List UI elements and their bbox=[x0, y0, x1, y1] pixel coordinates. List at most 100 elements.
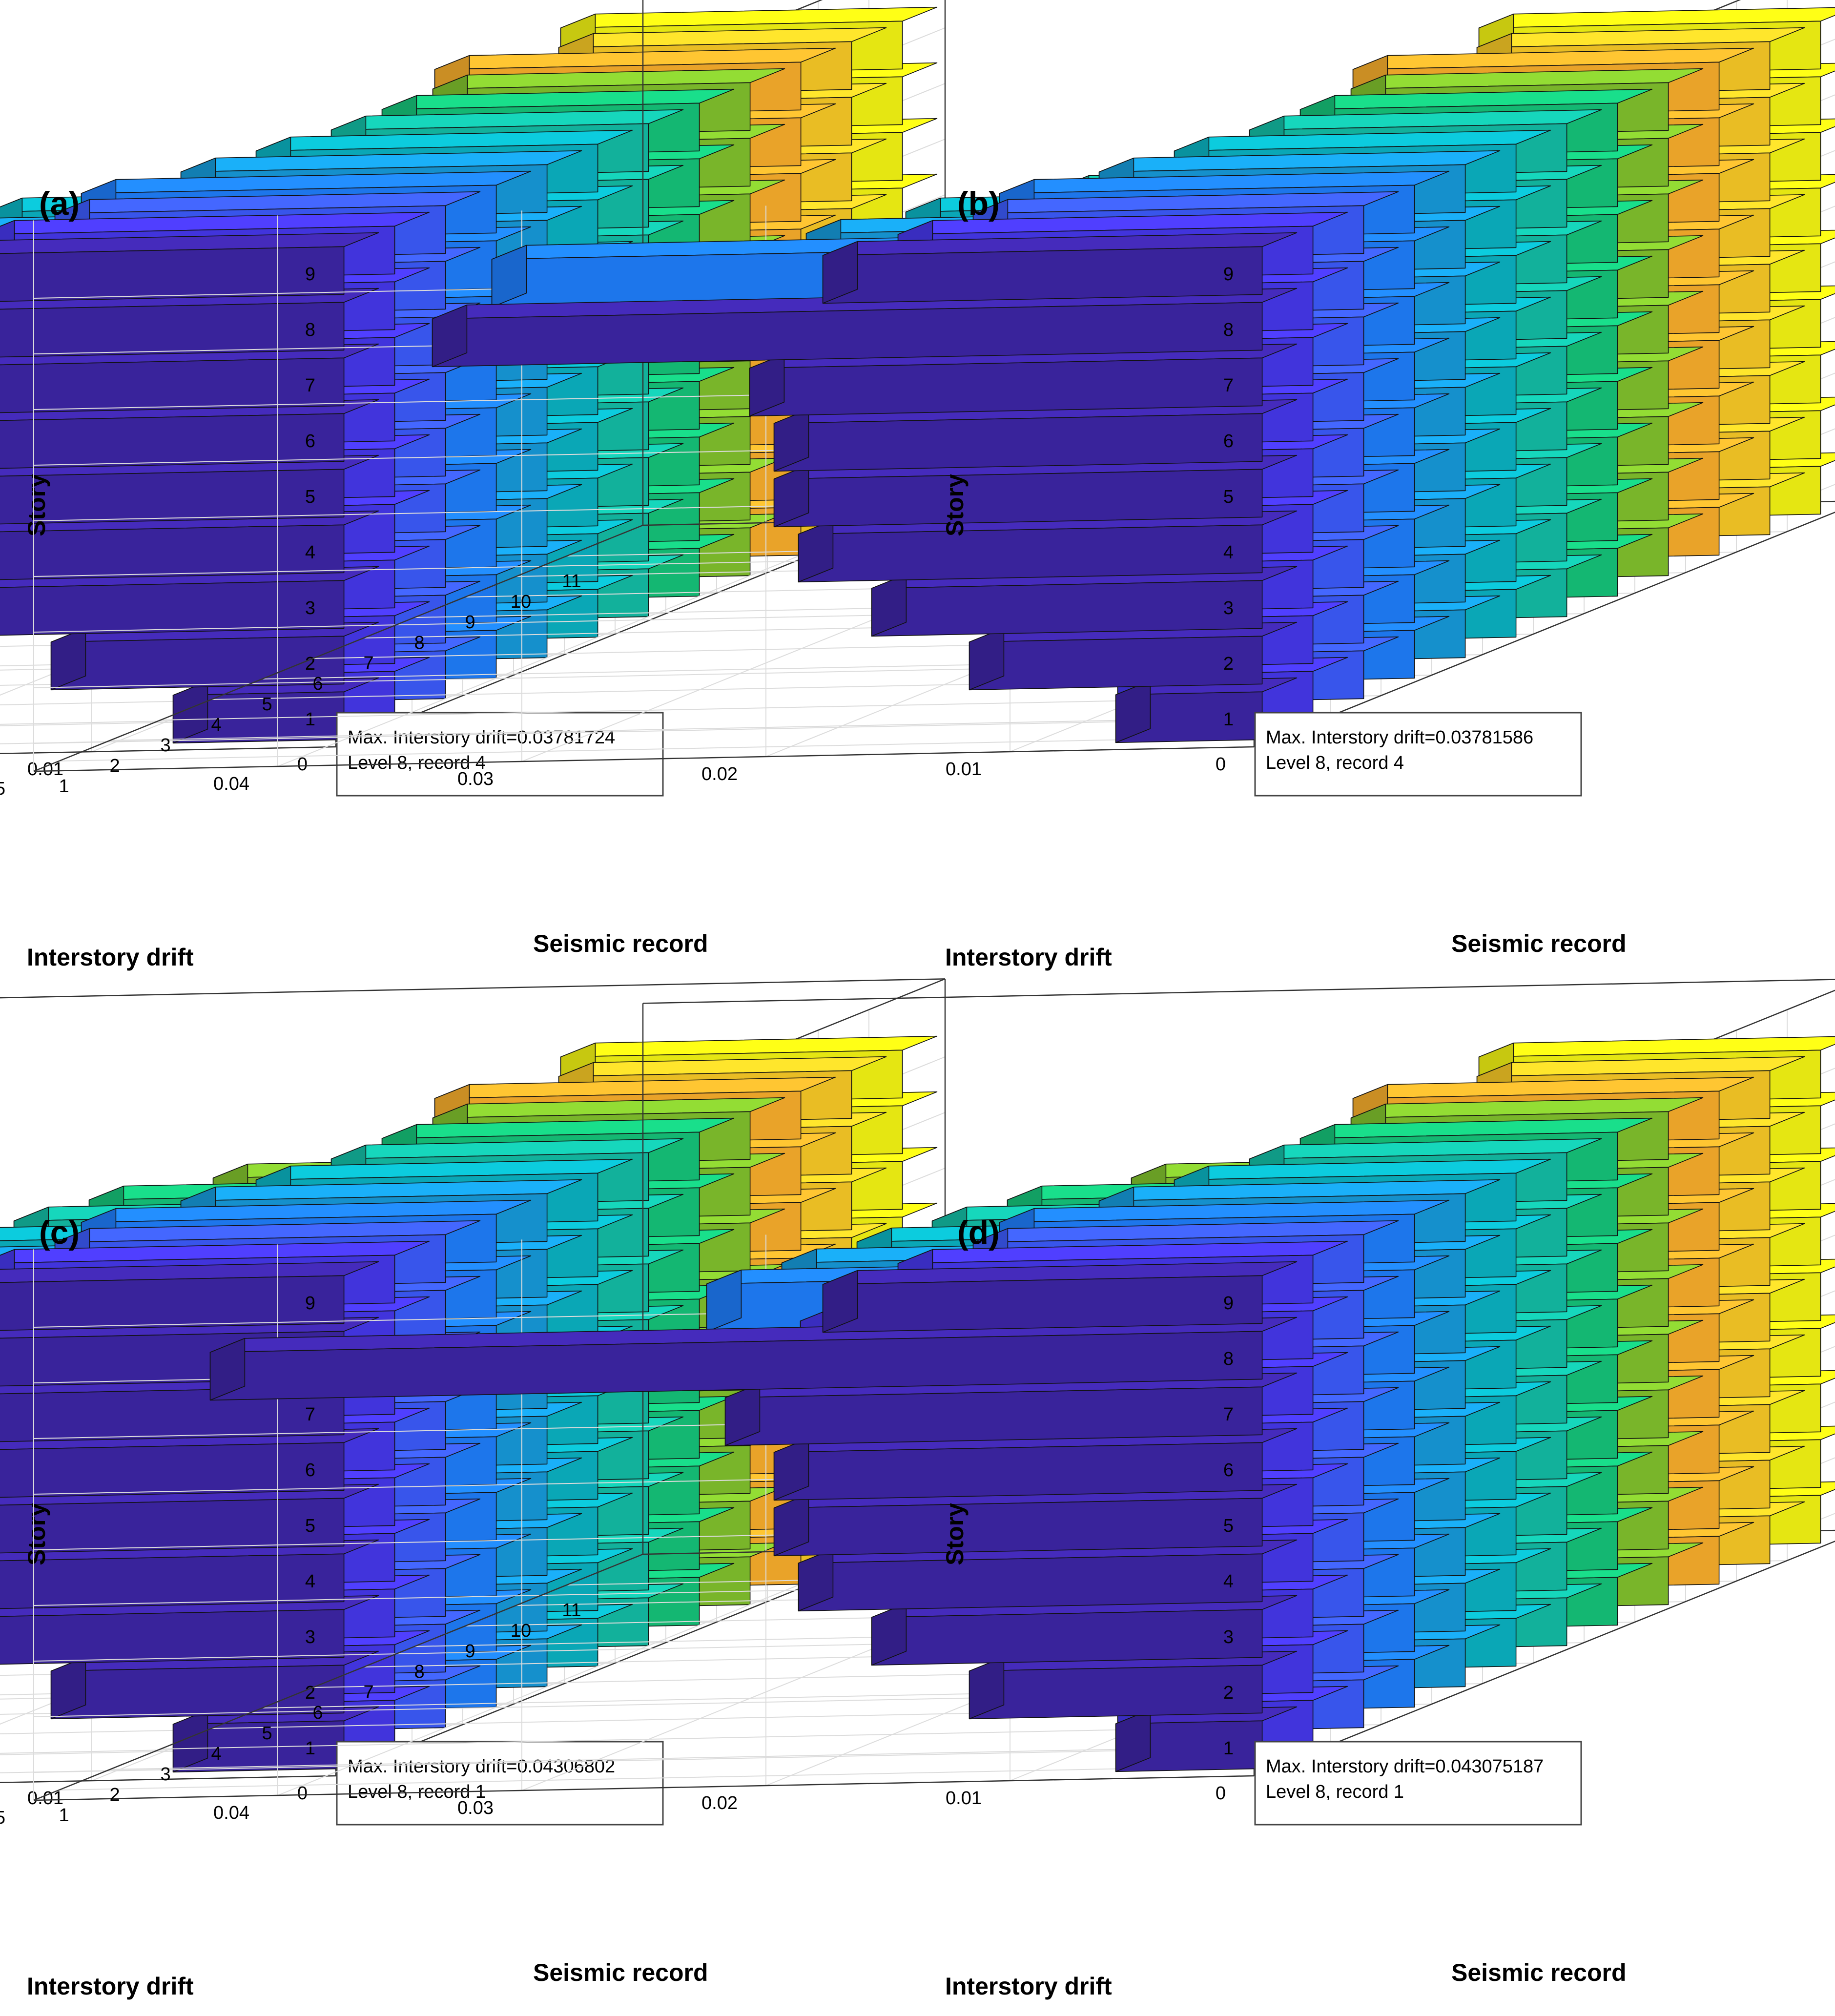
story-tick-label: 2 bbox=[1223, 1683, 1234, 1703]
record-tick-label: 10 bbox=[511, 1621, 531, 1641]
axis-line bbox=[0, 746, 336, 755]
story-tick-label: 1 bbox=[1223, 709, 1234, 730]
bar-side-face bbox=[50, 1665, 345, 1720]
axis-line bbox=[0, 978, 946, 999]
story-tick-label: 8 bbox=[305, 320, 315, 340]
bar-side-face bbox=[969, 1665, 1263, 1720]
axis-line bbox=[33, 1553, 643, 1801]
record-axis-label: Seismic record bbox=[533, 930, 708, 957]
drift-axis-label: Interstory drift bbox=[945, 1973, 1112, 2000]
drift-tick-label: 0.04 bbox=[213, 1803, 249, 1823]
story-tick-label: 4 bbox=[305, 542, 315, 563]
panel-label: (b) bbox=[957, 185, 1000, 222]
story-tick-label: 3 bbox=[305, 598, 315, 618]
bar-side-face bbox=[0, 302, 345, 358]
bar-side-face bbox=[773, 413, 1263, 472]
tick-labels: 12345678900.010.020.030.040.051234567891… bbox=[27, 1293, 315, 1809]
annotation-line: Max. Interstory drift=0.04306802 bbox=[348, 1756, 615, 1777]
story-tick-label: 5 bbox=[1223, 1516, 1234, 1536]
bar-side-face bbox=[969, 636, 1263, 691]
story-tick-label: 1 bbox=[305, 1738, 315, 1759]
axis-line bbox=[33, 746, 1255, 772]
story-axis-label: Story bbox=[941, 1503, 969, 1565]
record-axis-label: Seismic record bbox=[533, 1959, 708, 1986]
record-tick-label: 9 bbox=[465, 612, 475, 633]
annotation-line: Level 8, record 1 bbox=[1266, 1782, 1404, 1802]
story-tick-label: 7 bbox=[305, 1404, 315, 1425]
bar-side-face bbox=[0, 246, 345, 302]
story-tick-label: 5 bbox=[305, 1516, 315, 1536]
story-axis-label: Story bbox=[23, 474, 50, 536]
drift-axis-label: Interstory drift bbox=[27, 1973, 194, 2000]
story-tick-label: 3 bbox=[1223, 598, 1234, 618]
story-tick-label: 9 bbox=[1223, 1293, 1234, 1314]
record-tick-label: 2 bbox=[109, 1785, 120, 1805]
record-tick-label: 11 bbox=[562, 571, 581, 592]
story-axis-label: Story bbox=[941, 474, 969, 536]
grid-line bbox=[59, 736, 1280, 761]
bar-side-face bbox=[0, 580, 345, 636]
record-tick-label: 11 bbox=[562, 1600, 581, 1621]
grid-line bbox=[33, 1748, 1255, 1773]
bar-side-face bbox=[0, 469, 345, 525]
tick-labels: 12345678900.010.020.030.040.051234567891… bbox=[0, 264, 1234, 799]
record-tick-label: 10 bbox=[511, 592, 531, 612]
bar bbox=[0, 232, 379, 302]
bars bbox=[432, 7, 1835, 743]
axis-line bbox=[1254, 512, 1835, 748]
bar-side-face bbox=[0, 357, 345, 413]
bar bbox=[798, 510, 1298, 583]
record-tick-label: 1 bbox=[59, 776, 69, 797]
bar-side-face bbox=[822, 246, 1263, 304]
bar-side-face bbox=[50, 636, 345, 691]
story-tick-label: 4 bbox=[1223, 1571, 1234, 1592]
bar-side-face bbox=[749, 357, 1263, 417]
record-tick-label: 7 bbox=[363, 653, 373, 674]
grid-line bbox=[0, 1748, 336, 1755]
story-tick-label: 9 bbox=[305, 1293, 315, 1314]
record-tick-label: 4 bbox=[211, 715, 221, 735]
record-tick-label: 9 bbox=[465, 1641, 475, 1662]
annotation-box: Max. Interstory drift=0.03781586 Level 8,… bbox=[1254, 712, 1582, 797]
grid-line bbox=[59, 1765, 1280, 1790]
record-tick-label: 2 bbox=[109, 756, 120, 776]
bar-side-face bbox=[773, 1442, 1263, 1501]
record-axis-label: Seismic record bbox=[1451, 930, 1627, 957]
drift-tick-label: 0.03 bbox=[457, 769, 494, 789]
bar-side-face bbox=[0, 1609, 345, 1665]
story-tick-label: 7 bbox=[1223, 375, 1234, 396]
record-tick-label: 8 bbox=[414, 633, 424, 653]
bar-front-face bbox=[432, 304, 468, 368]
axis-line bbox=[33, 1775, 1255, 1801]
drift-tick-label: 0.01 bbox=[27, 759, 63, 780]
record-tick-label: 4 bbox=[211, 1744, 221, 1764]
bar bbox=[822, 1261, 1298, 1333]
drift-tick-label: 0 bbox=[1216, 754, 1226, 775]
annotation-line: Level 8, record 4 bbox=[1266, 753, 1404, 773]
story-axis-label: Story bbox=[23, 1503, 50, 1565]
drift-axis-label: Interstory drift bbox=[27, 944, 194, 971]
drift-tick-label: 0 bbox=[1216, 1783, 1226, 1804]
panel-label: (a) bbox=[39, 185, 80, 222]
story-tick-label: 6 bbox=[1223, 431, 1234, 452]
bar-side-face bbox=[724, 1386, 1263, 1446]
story-tick-label: 1 bbox=[1223, 1738, 1234, 1759]
axis-line bbox=[33, 524, 643, 772]
annotation-box: Max. Interstory drift=0.043075187 Level 8… bbox=[1254, 1741, 1582, 1826]
record-tick-label: 5 bbox=[262, 1723, 272, 1744]
bar-side-face bbox=[0, 1498, 345, 1554]
drift-tick-label: 0.01 bbox=[946, 1788, 982, 1809]
record-tick-label: 8 bbox=[414, 1662, 424, 1682]
record-tick-label: 5 bbox=[262, 694, 272, 715]
bar-side-face bbox=[798, 524, 1263, 583]
record-tick-label: 6 bbox=[312, 1703, 323, 1723]
bars bbox=[209, 1036, 1835, 1772]
bar-side-face bbox=[0, 413, 345, 469]
record-tick-label: 3 bbox=[160, 1764, 170, 1785]
drift-tick-label: 0.05 bbox=[0, 1808, 5, 1828]
drift-tick-label: 0 bbox=[297, 754, 308, 775]
bar-front-face bbox=[209, 1337, 246, 1401]
axis-line bbox=[642, 979, 1835, 1004]
story-tick-label: 6 bbox=[1223, 1460, 1234, 1481]
